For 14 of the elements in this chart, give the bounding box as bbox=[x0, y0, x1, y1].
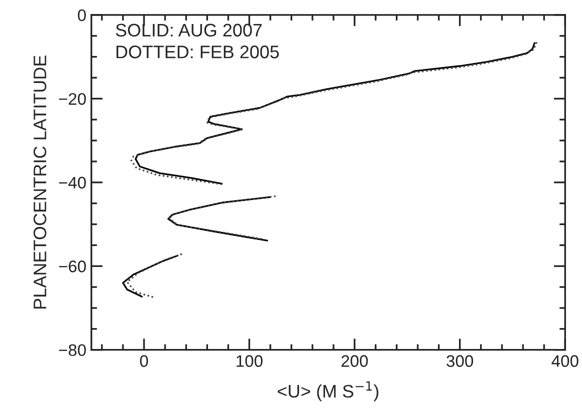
y-tick-label: 0 bbox=[78, 9, 86, 22]
y-axis-title: PLANETOCENTRIC LATITUDE bbox=[34, 56, 46, 308]
annotation: SOLID: AUG 2007 bbox=[116, 24, 262, 37]
x-tick-label: 0 bbox=[140, 355, 148, 367]
x-tick-label: 200 bbox=[342, 355, 368, 367]
x-tick-label: 300 bbox=[446, 355, 474, 367]
x-axis-title: <U> (M S$^{−1}$) bbox=[278, 381, 378, 402]
x-tick-label: 400 bbox=[552, 355, 578, 367]
y-tick-label: −40 bbox=[59, 176, 86, 189]
y-tick-label: −60 bbox=[59, 260, 86, 272]
x-tick-label: 100 bbox=[236, 355, 263, 367]
y-tick-label: −80 bbox=[59, 344, 86, 356]
annotation: DOTTED: FEB 2005 bbox=[116, 46, 279, 58]
y-tick-label: −20 bbox=[59, 93, 86, 105]
